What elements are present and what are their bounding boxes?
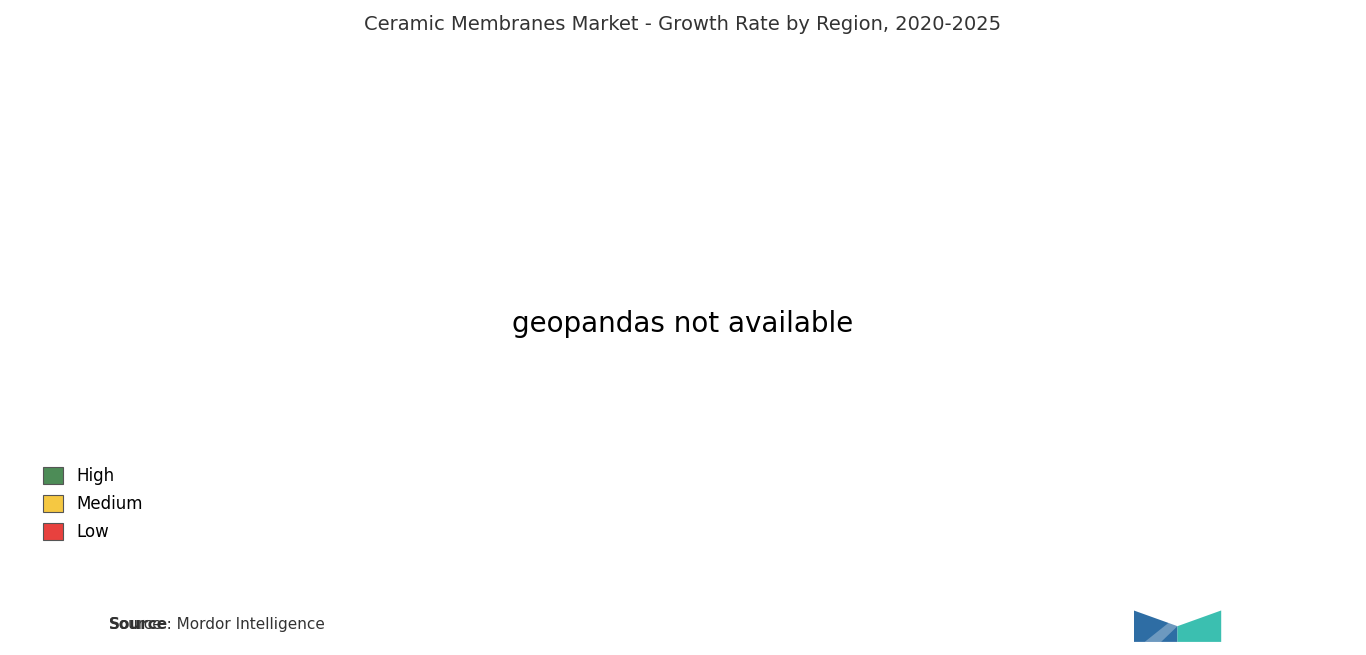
Polygon shape — [1134, 610, 1177, 642]
Polygon shape — [1145, 616, 1177, 642]
Polygon shape — [1177, 610, 1221, 642]
Legend: High, Medium, Low: High, Medium, Low — [37, 460, 150, 548]
Title: Ceramic Membranes Market - Growth Rate by Region, 2020-2025: Ceramic Membranes Market - Growth Rate b… — [365, 15, 1001, 34]
Text: Source: Source — [109, 617, 168, 632]
Text: Source : Mordor Intelligence: Source : Mordor Intelligence — [109, 617, 325, 632]
Text: geopandas not available: geopandas not available — [512, 310, 854, 338]
